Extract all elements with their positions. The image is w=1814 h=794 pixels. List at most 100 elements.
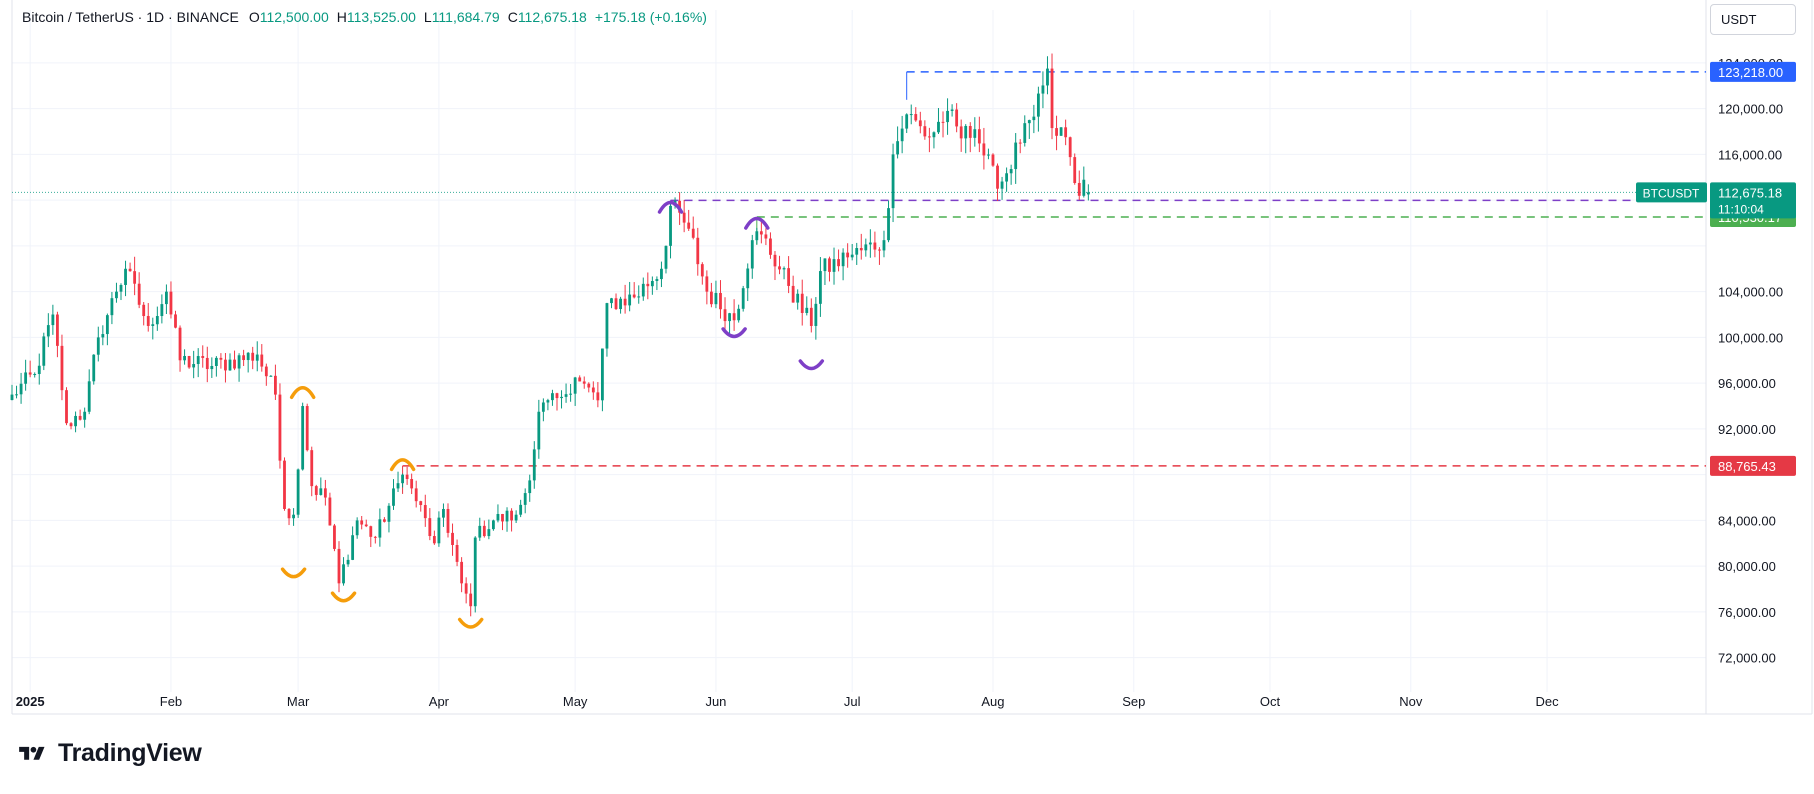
candle[interactable]: [1068, 136, 1072, 166]
candle[interactable]: [968, 122, 972, 153]
candle[interactable]: [178, 325, 182, 372]
candle[interactable]: [514, 510, 518, 524]
candle[interactable]: [691, 216, 695, 240]
candle[interactable]: [878, 247, 881, 265]
candle[interactable]: [219, 353, 223, 369]
candle[interactable]: [405, 466, 409, 485]
candle[interactable]: [292, 508, 295, 526]
candle[interactable]: [728, 312, 731, 334]
candle[interactable]: [296, 468, 300, 518]
candle[interactable]: [432, 530, 436, 545]
candle[interactable]: [455, 539, 459, 567]
candle[interactable]: [610, 297, 613, 309]
candle[interactable]: [832, 247, 836, 285]
candle[interactable]: [696, 227, 700, 276]
candle[interactable]: [242, 349, 246, 367]
candle[interactable]: [682, 200, 686, 233]
candle[interactable]: [591, 381, 595, 400]
candle[interactable]: [464, 577, 468, 604]
candle[interactable]: [791, 275, 795, 303]
candle[interactable]: [382, 517, 386, 523]
candle[interactable]: [92, 354, 96, 385]
candle[interactable]: [669, 201, 672, 259]
candle[interactable]: [287, 507, 291, 526]
candle[interactable]: [773, 251, 777, 281]
candle[interactable]: [932, 131, 936, 149]
currency-button[interactable]: USDT: [1710, 4, 1796, 35]
candle[interactable]: [19, 372, 23, 404]
candle[interactable]: [414, 480, 418, 508]
candle[interactable]: [237, 353, 241, 382]
candle[interactable]: [1023, 115, 1027, 147]
candle[interactable]: [110, 291, 114, 325]
candle[interactable]: [174, 310, 177, 329]
candle[interactable]: [423, 494, 427, 527]
candle[interactable]: [410, 473, 414, 495]
candle[interactable]: [1027, 119, 1031, 139]
candle[interactable]: [519, 499, 523, 518]
candle[interactable]: [941, 111, 945, 138]
candle[interactable]: [596, 382, 600, 408]
candle[interactable]: [233, 350, 236, 371]
candle[interactable]: [637, 285, 641, 304]
candle[interactable]: [24, 359, 28, 391]
candle[interactable]: [755, 227, 759, 245]
candle[interactable]: [496, 504, 500, 523]
candle[interactable]: [33, 372, 37, 378]
candle[interactable]: [501, 513, 504, 531]
candle[interactable]: [446, 503, 450, 538]
candle[interactable]: [946, 98, 949, 135]
candle[interactable]: [96, 326, 100, 362]
candle[interactable]: [1077, 170, 1081, 201]
candle[interactable]: [782, 266, 786, 280]
candle[interactable]: [28, 360, 32, 378]
candle[interactable]: [600, 348, 604, 412]
candle[interactable]: [196, 348, 200, 378]
candle[interactable]: [868, 229, 872, 258]
candle[interactable]: [137, 272, 141, 309]
candle[interactable]: [714, 280, 718, 309]
candle[interactable]: [323, 479, 327, 506]
candle[interactable]: [796, 289, 800, 310]
candle[interactable]: [896, 126, 900, 159]
candle[interactable]: [1018, 139, 1022, 154]
candle[interactable]: [918, 111, 922, 134]
candle[interactable]: [923, 120, 927, 140]
candle[interactable]: [887, 200, 890, 243]
candle[interactable]: [850, 243, 854, 261]
candle[interactable]: [51, 304, 55, 335]
candle[interactable]: [1073, 153, 1077, 185]
candle[interactable]: [655, 276, 659, 291]
candle[interactable]: [401, 473, 404, 488]
candle[interactable]: [74, 411, 77, 433]
candle[interactable]: [251, 346, 255, 370]
candle[interactable]: [628, 281, 632, 312]
candle[interactable]: [541, 398, 545, 422]
candle[interactable]: [65, 387, 68, 426]
candle[interactable]: [442, 503, 445, 527]
candle[interactable]: [128, 262, 132, 272]
candle[interactable]: [927, 127, 931, 153]
candle[interactable]: [605, 302, 609, 357]
candle[interactable]: [83, 407, 87, 428]
candle[interactable]: [1036, 86, 1040, 132]
candle[interactable]: [746, 263, 750, 302]
candle[interactable]: [1050, 53, 1054, 140]
candle[interactable]: [205, 346, 209, 383]
candle[interactable]: [855, 242, 859, 265]
candle[interactable]: [133, 256, 137, 296]
candle[interactable]: [864, 238, 868, 257]
candle[interactable]: [996, 163, 999, 201]
candle[interactable]: [119, 283, 123, 301]
candle[interactable]: [619, 296, 622, 314]
candle[interactable]: [346, 554, 350, 567]
candle[interactable]: [183, 349, 186, 365]
candle[interactable]: [264, 363, 268, 386]
candle[interactable]: [614, 293, 618, 311]
candle[interactable]: [787, 256, 791, 294]
candle[interactable]: [337, 541, 341, 593]
candle[interactable]: [1055, 115, 1058, 151]
candle[interactable]: [360, 516, 364, 530]
candle[interactable]: [364, 519, 368, 528]
